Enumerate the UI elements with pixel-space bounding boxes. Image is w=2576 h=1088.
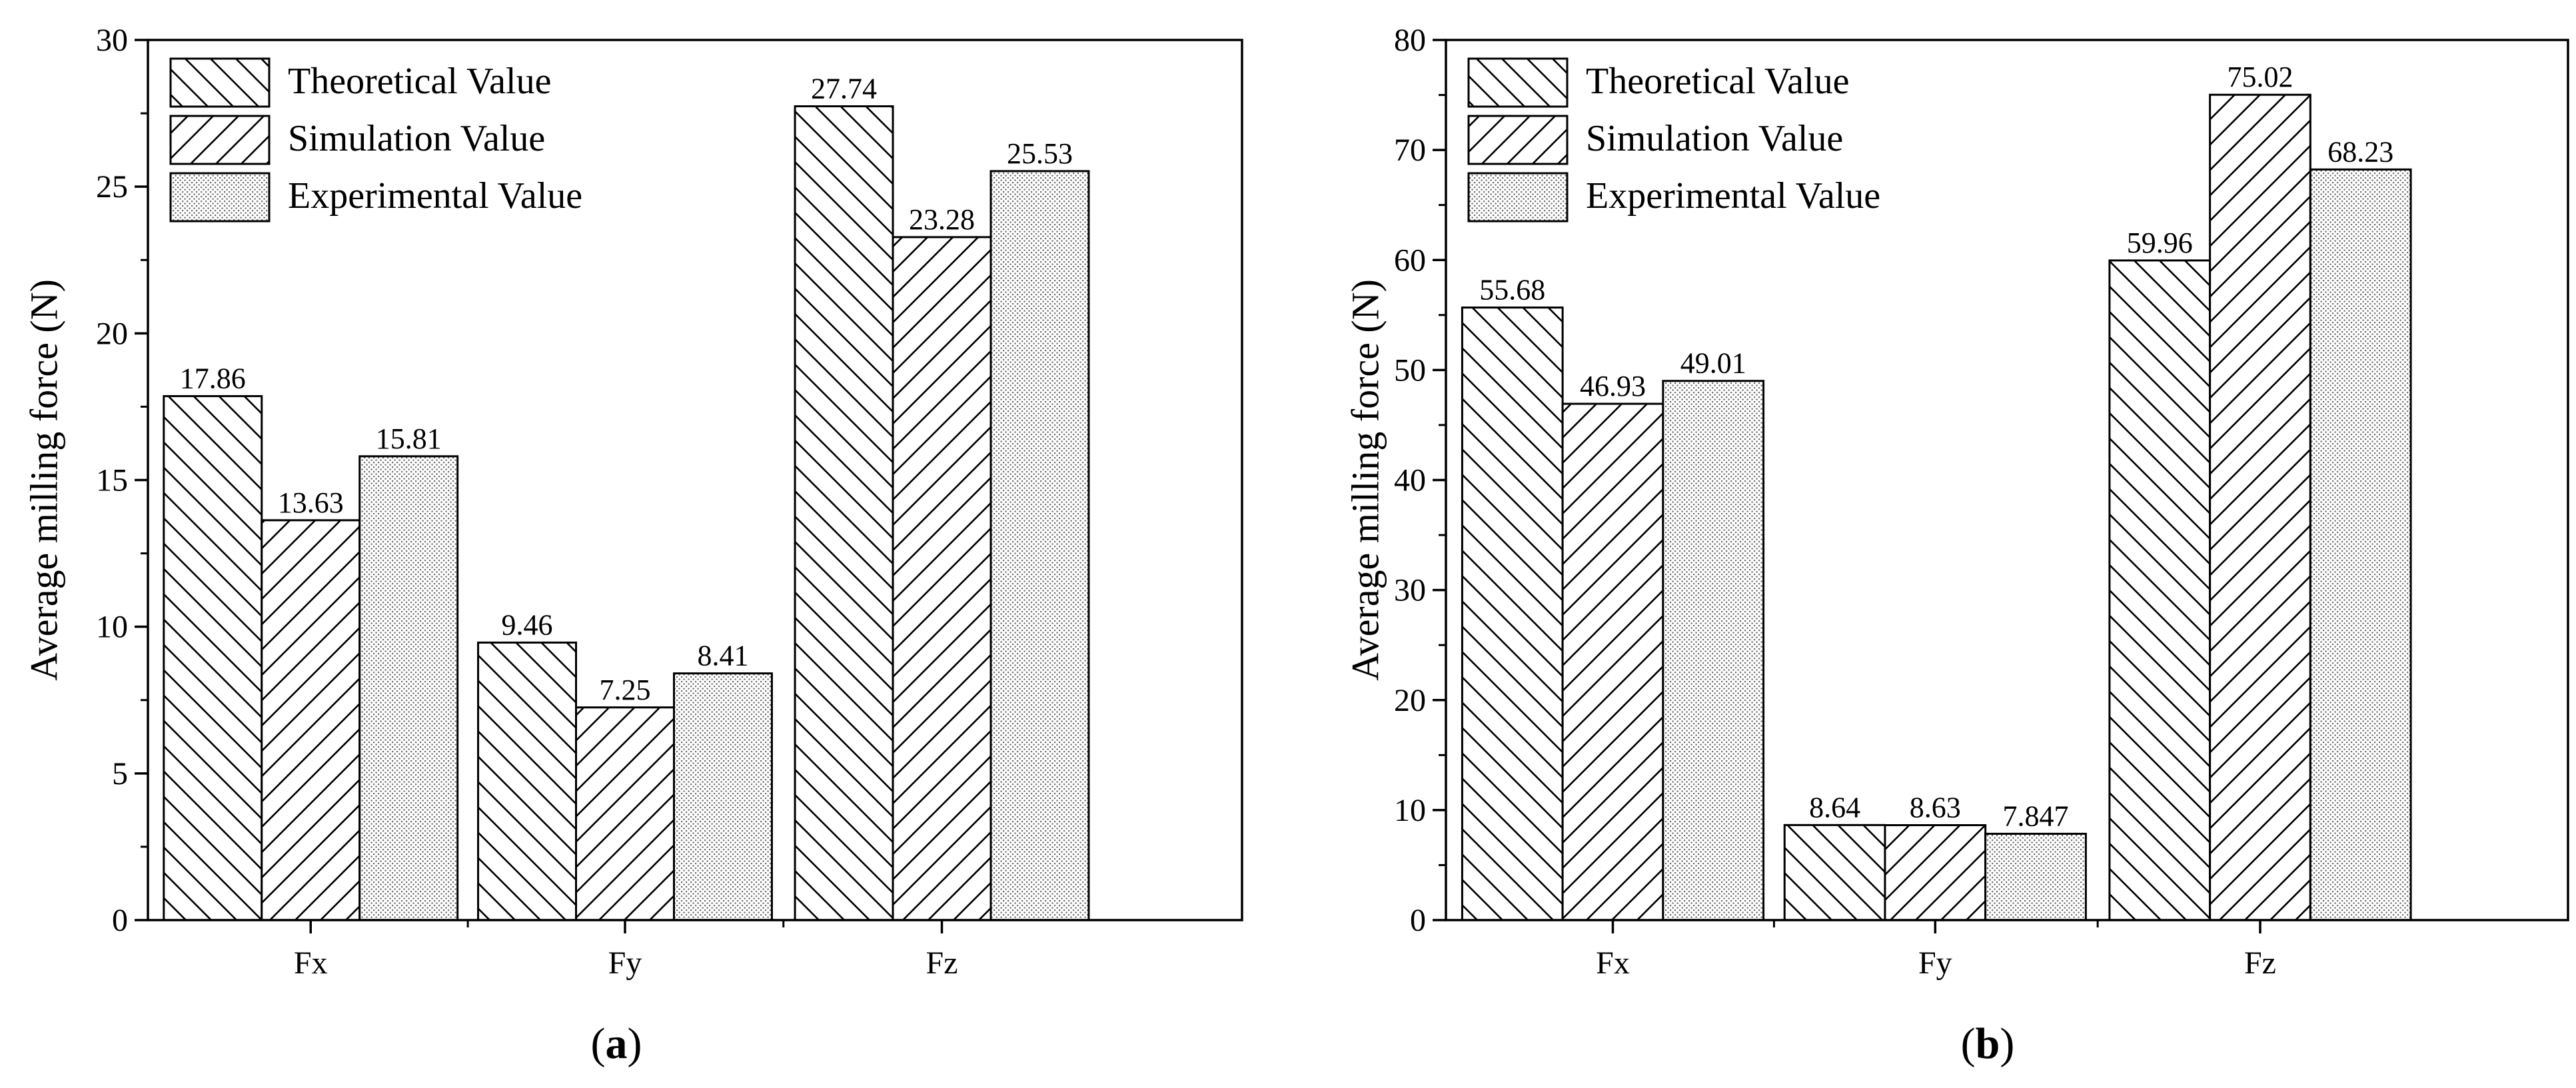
- data-label: 59.96: [2127, 227, 2193, 259]
- x-tick-label-fx: Fx: [1596, 945, 1630, 981]
- legend-label: Experimental Value: [1586, 175, 1880, 217]
- data-label: 8.63: [1910, 791, 1961, 823]
- x-tick-label-fz: Fz: [926, 945, 958, 981]
- y-tick-label: 5: [112, 756, 128, 792]
- legend-swatch-simulation-value: [169, 115, 271, 165]
- data-label: 15.81: [376, 422, 442, 455]
- caption-letter: a: [606, 1019, 628, 1068]
- data-label: 8.64: [1809, 791, 1860, 823]
- data-label: 23.28: [909, 203, 975, 236]
- bar-b-theoretical-value-fy: [1783, 823, 1886, 921]
- y-tick-label: 15: [96, 463, 128, 498]
- legend-label: Simulation Value: [1586, 118, 1843, 159]
- bar-a-theoretical-value-fx: [163, 395, 263, 921]
- legend-swatch-experimental-value: [1467, 172, 1569, 223]
- y-tick-label: 30: [1394, 573, 1426, 608]
- y-tick-label: 10: [96, 610, 128, 645]
- bar-a-simulation-value-fx: [261, 519, 361, 921]
- legend-label: Theoretical Value: [288, 61, 551, 102]
- y-tick-label: 20: [96, 316, 128, 351]
- y-tick-label: 25: [96, 169, 128, 205]
- data-label: 17.86: [180, 362, 246, 395]
- legend-label: Experimental Value: [288, 175, 582, 217]
- legend-swatch-simulation-value: [1467, 115, 1569, 165]
- bar-b-experimental-value-fz: [2309, 168, 2412, 921]
- data-label: 46.93: [1580, 370, 1646, 402]
- data-label: 25.53: [1007, 137, 1073, 170]
- bar-a-theoretical-value-fy: [477, 641, 578, 921]
- bar-b-simulation-value-fx: [1561, 402, 1664, 921]
- x-tick-label-fz: Fz: [2244, 945, 2276, 981]
- caption-letter: b: [1976, 1019, 2000, 1068]
- data-label: 9.46: [502, 608, 553, 641]
- y-tick-label: 60: [1394, 243, 1426, 278]
- y-tick-label: 80: [1394, 23, 1426, 58]
- y-tick-label: 0: [112, 903, 128, 938]
- y-tick-label: 30: [96, 23, 128, 58]
- bar-b-experimental-value-fx: [1662, 380, 1765, 921]
- caption-close-paren: ): [628, 1019, 642, 1068]
- bar-a-simulation-value-fy: [575, 706, 675, 921]
- bar-a-theoretical-value-fz: [794, 105, 894, 921]
- legend: Theoretical Value Simulation Value Experim…: [169, 57, 582, 223]
- bar-b-simulation-value-fz: [2209, 93, 2311, 921]
- x-tick-label-fy: Fy: [608, 945, 642, 981]
- data-label: 13.63: [278, 486, 344, 519]
- data-label: 7.847: [2003, 800, 2069, 832]
- legend-swatch-theoretical-value: [1467, 57, 1569, 108]
- y-tick-label: 40: [1394, 463, 1426, 498]
- data-label: 75.02: [2227, 61, 2293, 93]
- data-label: 8.41: [697, 640, 748, 672]
- panel-caption: (b): [1961, 1019, 2015, 1068]
- legend-swatch-experimental-value: [169, 172, 271, 223]
- y-axis-label: Average milling force (N): [1343, 279, 1387, 681]
- legend-swatch-theoretical-value: [169, 57, 271, 108]
- caption-open-paren: (: [1961, 1019, 1976, 1068]
- legend: Theoretical Value Simulation Value Experim…: [1467, 57, 1880, 223]
- y-tick-label: 10: [1394, 793, 1426, 828]
- data-label: 27.74: [811, 73, 877, 105]
- data-label: 68.23: [2327, 135, 2393, 168]
- x-tick-label-fy: Fy: [1918, 945, 1952, 981]
- y-tick-label: 0: [1410, 903, 1426, 938]
- caption-close-paren: ): [2000, 1019, 2014, 1068]
- y-tick-label: 70: [1394, 133, 1426, 168]
- legend-label: Theoretical Value: [1586, 61, 1849, 102]
- panel-caption: (a): [591, 1019, 642, 1068]
- y-tick-label: 50: [1394, 352, 1426, 388]
- chart-panel-b: 55.68 8.64 59.96 46.93 8.63 75.02 49.01 7.847 68…: [1343, 23, 2569, 1068]
- y-tick-label: 20: [1394, 683, 1426, 718]
- bar-b-simulation-value-fy: [1884, 823, 1987, 921]
- data-label: 49.01: [1680, 347, 1746, 380]
- chart-panel-a: 17.86 9.46 27.74 13.63 7.25 23.28 15.81 8.41 25.…: [22, 23, 1243, 1068]
- bar-a-experimental-value-fz: [989, 170, 1090, 921]
- caption-open-paren: (: [591, 1019, 606, 1068]
- bar-a-simulation-value-fz: [892, 236, 992, 921]
- x-tick-label-fx: Fx: [294, 945, 328, 981]
- bar-b-experimental-value-fy: [1984, 832, 2087, 921]
- data-label: 7.25: [599, 674, 650, 706]
- bar-b-theoretical-value-fx: [1461, 306, 1564, 921]
- bar-b-theoretical-value-fz: [2108, 259, 2212, 921]
- legend-label: Simulation Value: [288, 118, 545, 159]
- bar-a-experimental-value-fx: [358, 455, 459, 921]
- y-axis-label: Average milling force (N): [22, 279, 65, 681]
- data-label: 55.68: [1479, 274, 1545, 306]
- bar-a-experimental-value-fy: [672, 672, 773, 921]
